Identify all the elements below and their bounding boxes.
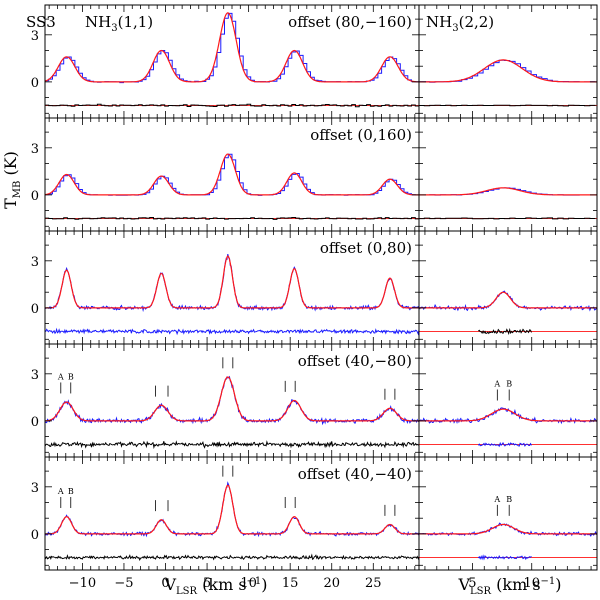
y-tick-label: 0 <box>31 302 39 317</box>
spectrum-22-fit <box>419 291 597 309</box>
x-tick-label-left: 0 <box>161 576 169 591</box>
residual-22 <box>477 441 532 448</box>
panel-right-frame <box>418 456 598 571</box>
y-tick-label: 3 <box>31 142 39 157</box>
residual-11 <box>44 440 420 450</box>
x-axis-label-left: VLSR (km s−1) <box>163 575 267 597</box>
y-tick-label: 0 <box>31 528 39 543</box>
y-tick-label: 0 <box>31 415 39 430</box>
spectrum-11-fit <box>45 255 419 309</box>
spectrum-22-fit <box>419 187 597 196</box>
component-marker-label: A <box>493 380 500 389</box>
spectrum-11-observed <box>44 253 420 313</box>
x-tick-label-left: −10 <box>69 576 96 591</box>
panel-offset-label: offset (0,80) <box>320 239 412 257</box>
panel-2: 0 3 offset (0,160) <box>31 117 598 232</box>
panel-3: 0 3 offset (0,80) <box>31 230 598 345</box>
spectrum-22-fit <box>419 408 597 422</box>
component-marker-label: B <box>68 372 74 381</box>
residual-22 <box>477 554 532 561</box>
panel-offset-label: offset (0,160) <box>310 126 412 144</box>
spectrum-22-observed <box>419 187 596 196</box>
spectrum-11-fit <box>44 12 419 83</box>
spectrum-11-observed <box>44 481 420 538</box>
line-11-label: NH3(1,1) <box>85 13 153 34</box>
residual-11 <box>45 103 420 108</box>
y-axis-label: TMB (K) <box>1 151 23 209</box>
panel-right-frame <box>418 343 598 458</box>
spectrum-22-observed <box>419 59 596 83</box>
component-marker-label: A <box>493 495 500 504</box>
x-axis-label-right: VLSR (km s−1) <box>457 575 561 597</box>
residual-11 <box>45 217 420 220</box>
component-marker-label: A <box>57 372 64 381</box>
y-tick-label: 3 <box>31 481 39 496</box>
x-tick-label-left: 10 <box>240 576 257 591</box>
panel-offset-label: offset (40,−40) <box>298 465 412 483</box>
y-tick-label: 3 <box>31 255 39 270</box>
x-tick-label-left: 15 <box>282 576 299 591</box>
y-tick-label: 0 <box>31 189 39 204</box>
panel-offset-label: offset (80,−160) <box>288 13 412 31</box>
component-marker-label: A <box>57 487 64 496</box>
panel-right-frame <box>418 230 598 345</box>
x-tick-label-left: 25 <box>365 576 382 591</box>
component-marker-label: B <box>506 380 512 389</box>
panel-offset-label: offset (40,−80) <box>298 352 412 370</box>
residual-22 <box>478 327 532 336</box>
y-tick-label: 3 <box>31 29 39 44</box>
panel-1: 0 3 offset (80,−160) <box>31 4 598 119</box>
residual-11 <box>44 553 420 561</box>
source-label: SS3 <box>26 13 56 31</box>
spectrum-22-fit <box>419 523 597 535</box>
panel-right-frame <box>418 117 598 232</box>
component-marker-label: B <box>68 487 74 496</box>
x-tick-label-left: 5 <box>203 576 211 591</box>
spectrum-22-fit <box>419 59 597 83</box>
residual-22 <box>419 217 596 220</box>
spectrum-11-fit <box>44 153 419 196</box>
residual-22 <box>419 104 596 107</box>
x-tick-label-left: 20 <box>323 576 340 591</box>
residual-11 <box>44 327 420 336</box>
spectrum-11-fit <box>45 484 419 535</box>
line-22-label: NH3(2,2) <box>426 13 494 34</box>
component-marker-label: B <box>506 495 512 504</box>
panels-group: 0 3 offset (80,−160) 0 3 offset (0,160) 0 3 offs… <box>31 4 598 591</box>
x-tick-label-right: 5 <box>468 576 476 591</box>
x-tick-label-right: 10 <box>523 576 540 591</box>
y-tick-label: 0 <box>31 76 39 91</box>
spectrum-11-fit <box>45 376 419 422</box>
x-tick-label-left: −5 <box>114 576 133 591</box>
y-tick-label: 3 <box>31 368 39 383</box>
